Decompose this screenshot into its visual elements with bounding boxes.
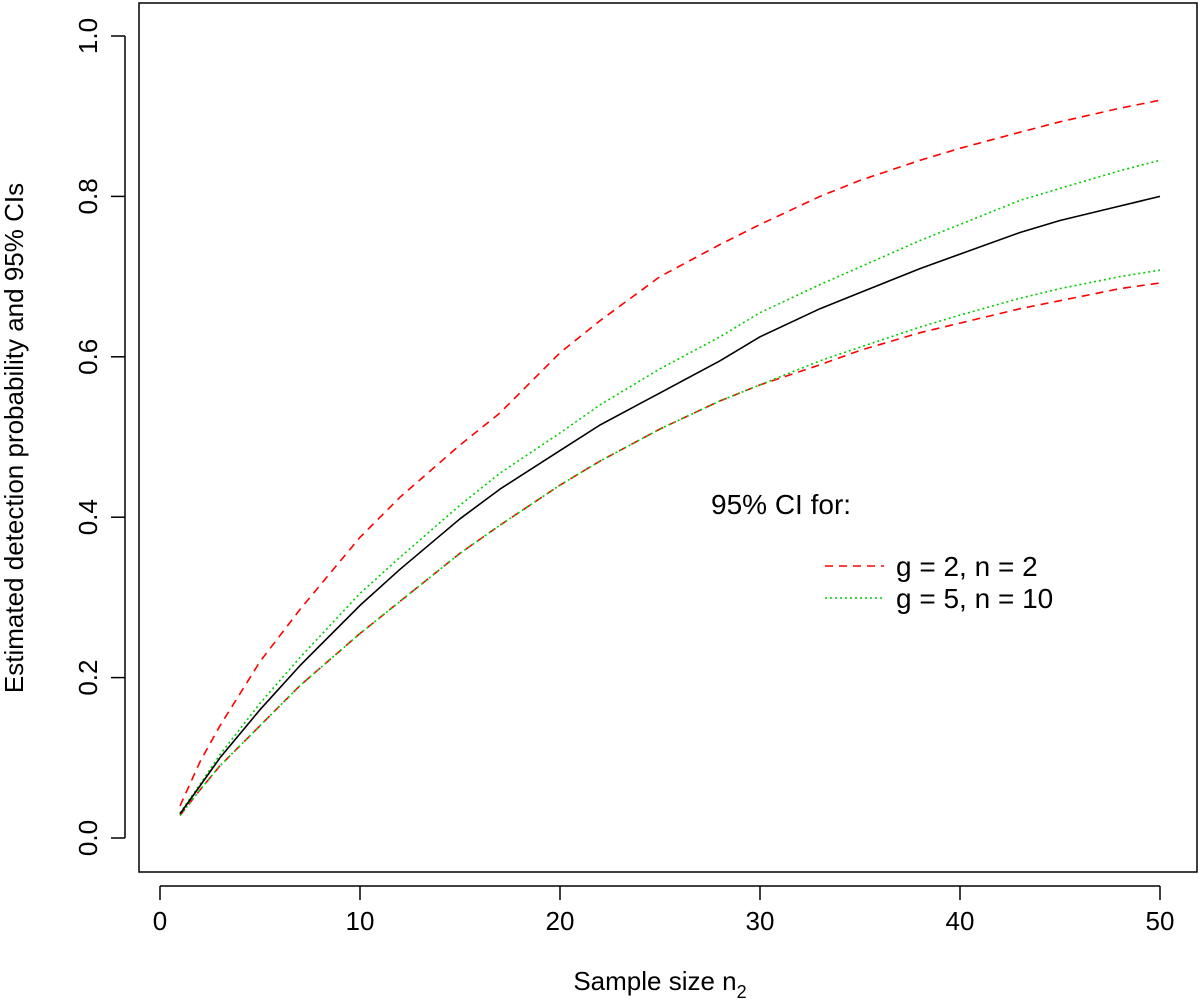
legend: 95% CI for: g = 2, n = 2 g = 5, n = 10 bbox=[711, 489, 1053, 614]
plot-box bbox=[138, 2, 1198, 873]
series-layer bbox=[179, 99, 1161, 816]
y-tick-label: 0.0 bbox=[73, 820, 103, 856]
x-axis: 0 10 20 30 40 50 bbox=[153, 885, 1175, 936]
legend-title: 95% CI for: bbox=[711, 489, 851, 520]
y-axis-label: Estimated detection probability and 95% … bbox=[0, 183, 29, 693]
series-line-2 bbox=[179, 282, 1161, 816]
series-line-1 bbox=[179, 99, 1161, 807]
y-tick-label: 0.8 bbox=[73, 178, 103, 214]
y-tick-label: 1.0 bbox=[73, 18, 103, 54]
legend-label-red: g = 2, n = 2 bbox=[896, 551, 1038, 582]
x-tick-label: 50 bbox=[1146, 906, 1175, 936]
y-tick-label: 0.6 bbox=[73, 339, 103, 375]
series-line-0 bbox=[179, 195, 1161, 815]
legend-label-green: g = 5, n = 10 bbox=[896, 583, 1053, 614]
x-axis-label: Sample size n2 bbox=[573, 966, 746, 1001]
x-tick-label: 10 bbox=[346, 906, 375, 936]
series-line-4 bbox=[179, 269, 1161, 816]
x-tick-label: 20 bbox=[546, 906, 575, 936]
x-tick-label: 0 bbox=[153, 906, 167, 936]
x-tick-label: 30 bbox=[746, 906, 775, 936]
y-tick-label: 0.4 bbox=[73, 499, 103, 535]
x-tick-label: 40 bbox=[946, 906, 975, 936]
series-line-3 bbox=[179, 159, 1161, 814]
y-tick-label: 0.2 bbox=[73, 660, 103, 696]
y-axis: 0.0 0.2 0.4 0.6 0.8 1.0 bbox=[73, 18, 126, 856]
